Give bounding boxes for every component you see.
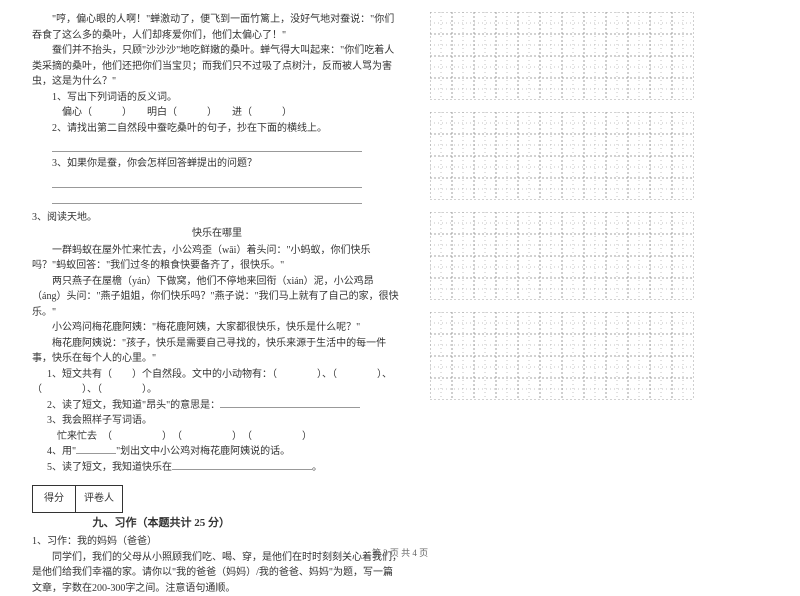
p2-para3: 小公鸡问梅花鹿阿姨："梅花鹿阿姨，大家都很快乐，快乐是什么呢？" — [32, 320, 402, 336]
blank-line — [52, 140, 362, 152]
score-box: 得分 评卷人 — [32, 485, 402, 513]
right-column — [430, 12, 710, 596]
p2-q1: 1、短文共有（ ）个自然段。文中的小动物有：（ ）、（ ）、（ ）、（ ）。 — [32, 367, 402, 398]
blank-span — [220, 407, 360, 408]
score-label: 得分 — [32, 485, 76, 513]
p2-q2-text: 2、读了短文，我知道"昂头"的意思是： — [47, 400, 220, 411]
p2-q4: 4、用" "划出文中小公鸡对梅花鹿阿姨说的话。 — [32, 444, 402, 460]
grader-label: 评卷人 — [76, 485, 123, 513]
p2-q2: 2、读了短文，我知道"昂头"的意思是： — [32, 398, 402, 414]
writing-grid — [430, 12, 694, 100]
p1-q3: 3、如果你是蚕，你会怎样回答蝉提出的问题？ — [32, 156, 402, 172]
blank-span — [172, 469, 312, 470]
page-layout: "哼，偏心眼的人啊！"蝉激动了，便飞到一面竹篱上，没好气地对蚕说："你们吞食了这… — [0, 0, 800, 596]
page-footer: 第 3 页 共 4 页 — [0, 546, 800, 559]
p2-q3-line: 忙来忙去 （ ） （ ） （ ） — [32, 429, 402, 445]
p2-q4-b: "划出文中小公鸡对梅花鹿阿姨说的话。 — [116, 446, 290, 457]
section9-title: 九、习作（本题共计 25 分） — [93, 515, 403, 532]
writing-grid — [430, 312, 694, 400]
p2-title: 快乐在哪里 — [32, 226, 402, 242]
p2-para2: 两只燕子在屋檐（yán）下做窝，他们不停地来回衔（xián）泥，小公鸡昂（áng… — [32, 274, 402, 321]
p1-q2: 2、请找出第二自然段中蚕吃桑叶的句子，抄在下面的横线上。 — [32, 121, 402, 137]
p2-q4-a: 4、用" — [47, 446, 76, 457]
p2-q5-text: 5、读了短文，我知道快乐在 — [47, 462, 172, 473]
left-column: "哼，偏心眼的人啊！"蝉激动了，便飞到一面竹篱上，没好气地对蚕说："你们吞食了这… — [32, 12, 402, 596]
blank-line — [52, 176, 362, 188]
p1-q1-line: 偏心（ ） 明白（ ） 进（ ） — [32, 105, 402, 121]
p1-para2: 蚕们并不抬头，只顾"沙沙沙"地吃鲜嫩的桑叶。蝉气得大叫起来："你们吃着人类采摘的… — [32, 43, 402, 90]
p1-para1: "哼，偏心眼的人啊！"蝉激动了，便飞到一面竹篱上，没好气地对蚕说："你们吞食了这… — [32, 12, 402, 43]
p2-q5: 5、读了短文，我知道快乐在。 — [32, 460, 402, 476]
p2-q3: 3、我会照样子写词语。 — [32, 413, 402, 429]
p2-para4: 梅花鹿阿姨说："孩子，快乐是需要自己寻找的，快乐来源于生活中的每一件事，快乐在每… — [32, 336, 402, 367]
reading-title: 3、阅读天地。 — [32, 210, 402, 226]
blank-line — [52, 192, 362, 204]
blank-span — [76, 453, 116, 454]
p1-q1: 1、写出下列词语的反义词。 — [32, 90, 402, 106]
writing-grid — [430, 212, 694, 300]
p2-para1: 一群蚂蚁在屋外忙来忙去，小公鸡歪（wāi）着头问："小蚂蚁，你们快乐吗？"蚂蚁回… — [32, 243, 402, 274]
writing-grid — [430, 112, 694, 200]
